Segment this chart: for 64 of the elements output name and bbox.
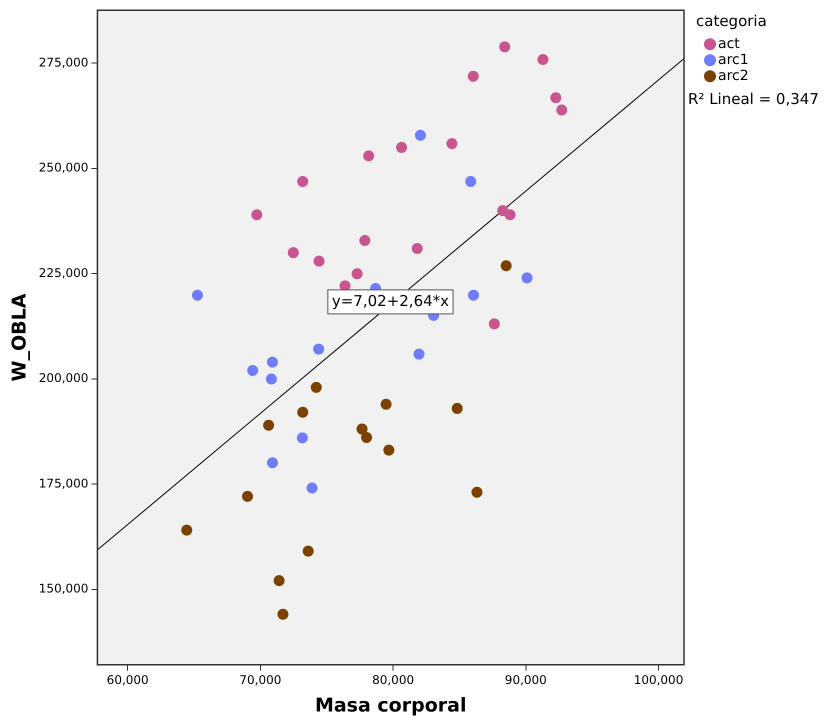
- point: [499, 41, 510, 52]
- y-tick-label: 175,000: [38, 476, 88, 490]
- legend-label: arc2: [718, 68, 749, 84]
- point: [247, 365, 258, 376]
- point: [537, 54, 548, 65]
- point: [468, 290, 480, 301]
- point: [274, 575, 285, 586]
- y-tick-label: 200,000: [38, 371, 88, 386]
- legend-label: arc1: [718, 52, 749, 68]
- point: [488, 318, 500, 330]
- point: [306, 482, 318, 494]
- point: [465, 176, 476, 188]
- point: [296, 432, 308, 444]
- point: [471, 486, 482, 498]
- point: [383, 444, 394, 456]
- x-tick-label: 90,000: [504, 673, 547, 688]
- x-tick-label: 70,000: [239, 673, 282, 688]
- point: [310, 382, 322, 393]
- point: [452, 402, 463, 414]
- y-tick-label: 225,000: [38, 266, 88, 280]
- point: [413, 348, 424, 360]
- point: [266, 373, 277, 384]
- point: [504, 209, 516, 220]
- point: [446, 138, 458, 150]
- y-axis-title: W_OBLA: [8, 293, 30, 382]
- point: [356, 424, 368, 435]
- point: [359, 234, 370, 246]
- legend-title: categoria: [696, 12, 767, 30]
- point: [263, 420, 274, 431]
- point: [297, 406, 308, 418]
- point: [302, 546, 314, 557]
- point: [181, 524, 192, 536]
- point: [396, 142, 408, 153]
- point: [412, 242, 423, 254]
- point: [352, 268, 363, 280]
- point: [500, 260, 512, 272]
- point: [266, 356, 278, 368]
- point: [550, 92, 562, 104]
- point: [288, 247, 299, 258]
- point: [251, 209, 262, 220]
- y-tick-label: 275,000: [38, 55, 88, 70]
- point: [242, 490, 254, 502]
- point: [313, 344, 324, 355]
- point: [361, 432, 372, 443]
- point: [468, 70, 479, 82]
- point: [314, 256, 325, 267]
- point: [266, 457, 278, 468]
- point: [414, 130, 426, 141]
- point: [192, 290, 203, 301]
- y-tick-label: 150,000: [38, 582, 88, 596]
- y-tick-label: 250,000: [38, 160, 88, 175]
- x-tick-label: 60,000: [106, 673, 149, 688]
- text: R² Lineal = 0,347: [688, 90, 819, 108]
- x-axis-title: Masa corporal: [314, 694, 466, 717]
- point: [556, 104, 568, 116]
- point: [522, 272, 533, 284]
- point: [277, 608, 288, 620]
- x-tick-label: 80,000: [372, 673, 414, 688]
- point: [380, 398, 392, 410]
- point: [363, 150, 374, 162]
- x-tick-label: 100,000: [634, 673, 684, 688]
- annotation: y=7,02+2,64*x: [332, 292, 450, 310]
- legend-label: act: [718, 36, 740, 52]
- point: [297, 176, 308, 188]
